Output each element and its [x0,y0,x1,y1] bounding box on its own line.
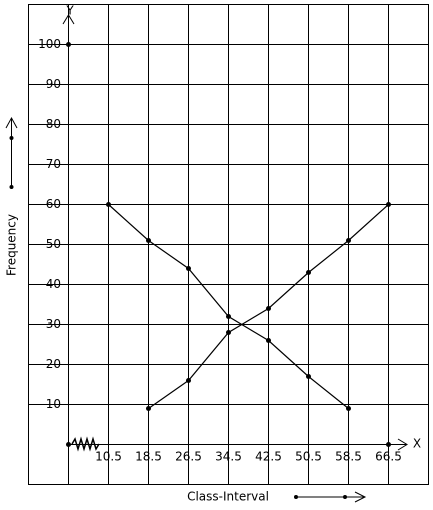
x-axis-name: X [413,437,421,451]
y-tick-label: 10 [46,397,61,411]
x-axis-label: Class-Interval [187,490,269,504]
data-point [186,378,191,383]
y-tick-label: 90 [46,77,61,91]
y-axis-label: Frequency [5,214,19,276]
x-tick-label: 18.5 [135,450,162,464]
data-point [146,406,151,411]
data-point [346,406,351,411]
x-tick-label: 58.5 [335,450,362,464]
data-point [266,338,271,343]
x-axis-arrow [397,438,408,451]
x-tick-label: 42.5 [255,450,282,464]
decor-dot [9,185,14,189]
x-tick-label: 66.5 [375,450,402,464]
decor-arrow-head [5,116,18,129]
decor-dot [294,495,298,499]
data-point [346,238,351,243]
data-point [266,306,271,311]
data-point [186,266,191,271]
data-point [306,374,311,379]
y-tick-label: 80 [46,117,61,131]
y-tick-label: 40 [46,277,61,291]
y-axis-name: Y [65,4,74,18]
data-point [386,202,391,207]
y-tick-label: 50 [46,237,61,251]
x-tick-label: 26.5 [175,450,202,464]
decor-arrow-head [354,491,367,503]
decor-dot [343,495,347,499]
data-point [146,238,151,243]
data-point [226,330,231,335]
y-tick-label: 100 [38,37,61,51]
origin-dot [66,442,71,447]
decor-dot [9,136,14,140]
y-tick-label: 30 [46,317,61,331]
y-tick-label: 20 [46,357,61,371]
y-tick-label: 60 [46,197,61,211]
x-tick-label: 10.5 [95,450,122,464]
data-point [106,202,111,207]
x-tick-label: 34.5 [215,450,242,464]
x-tick-label: 50.5 [295,450,322,464]
data-point [306,270,311,275]
axis-break [71,436,100,452]
data-point [226,314,231,319]
y-tick-label: 70 [46,157,61,171]
y-axis-arrow [62,14,75,25]
